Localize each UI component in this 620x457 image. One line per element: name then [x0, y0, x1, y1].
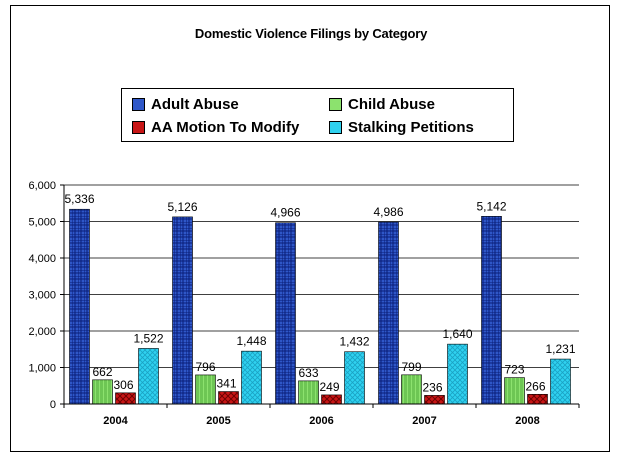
x-tick-label: 2008	[515, 415, 539, 427]
legend-label-stalking: Stalking Petitions	[348, 119, 474, 136]
data-label: 4,986	[373, 205, 403, 219]
legend-item-adult-abuse: Adult Abuse	[132, 96, 239, 113]
bar-stalking	[138, 348, 159, 405]
legend-swatch-stalking	[329, 121, 342, 134]
data-label: 5,336	[64, 192, 94, 206]
legend-label-child-abuse: Child Abuse	[348, 96, 435, 113]
y-tick-label: 1,000	[28, 363, 56, 375]
x-tick-label: 2006	[309, 415, 333, 427]
bar-aa-motion	[115, 392, 136, 405]
data-label: 236	[422, 380, 442, 394]
bar-child-abuse	[92, 379, 113, 405]
data-label: 662	[92, 365, 112, 379]
bars	[69, 208, 571, 405]
y-tick-label: 6,000	[28, 180, 56, 192]
legend-item-aa-motion: AA Motion To Modify	[132, 119, 299, 136]
legend-swatch-aa-motion	[132, 121, 145, 134]
bar-child-abuse	[504, 377, 525, 405]
data-label: 4,966	[270, 206, 300, 220]
data-label: 341	[216, 377, 236, 391]
bar-aa-motion	[527, 393, 548, 405]
data-label: 266	[525, 379, 545, 393]
bar-aa-motion	[218, 391, 239, 405]
x-tick-label: 2007	[412, 415, 436, 427]
bar-adult-abuse	[275, 222, 296, 405]
bar-child-abuse	[401, 374, 422, 405]
y-tick-label: 0	[50, 399, 56, 411]
bar-stalking	[447, 343, 468, 405]
y-tick-label: 5,000	[28, 217, 56, 229]
data-label: 1,448	[236, 334, 266, 348]
bar-child-abuse	[298, 380, 319, 405]
data-label: 1,432	[339, 335, 369, 349]
data-label: 1,522	[133, 331, 163, 345]
x-tick-label: 2004	[103, 415, 128, 427]
x-tick-label: 2005	[206, 415, 230, 427]
bar-adult-abuse	[69, 208, 90, 405]
chart-title: Domestic Violence Filings by Category	[194, 26, 428, 41]
legend-item-child-abuse: Child Abuse	[329, 96, 435, 113]
data-label: 799	[401, 360, 421, 374]
legend: Adult Abuse Child Abuse AA Motion To Mod…	[121, 88, 514, 142]
y-tick-label: 3,000	[28, 290, 56, 302]
data-label: 249	[319, 380, 339, 394]
legend-label-aa-motion: AA Motion To Modify	[151, 119, 300, 136]
bar-stalking	[550, 358, 571, 405]
bar-stalking	[344, 351, 365, 405]
bar-aa-motion	[424, 395, 445, 405]
data-label: 796	[195, 360, 215, 374]
y-tick-label: 4,000	[28, 253, 56, 265]
bar-stalking	[241, 350, 262, 405]
legend-item-stalking: Stalking Petitions	[329, 119, 474, 136]
data-label: 5,126	[167, 200, 197, 214]
bar-aa-motion	[321, 394, 342, 405]
data-label: 723	[504, 363, 524, 377]
legend-swatch-adult-abuse	[132, 98, 145, 111]
data-label: 633	[298, 366, 318, 380]
legend-label-adult-abuse: Adult Abuse	[151, 96, 239, 113]
data-label: 1,640	[442, 327, 472, 341]
legend-swatch-child-abuse	[329, 98, 342, 111]
data-label: 306	[113, 378, 133, 392]
bar-child-abuse	[195, 374, 216, 405]
bar-adult-abuse	[378, 221, 399, 405]
bar-adult-abuse	[481, 216, 502, 405]
data-label: 1,231	[545, 342, 575, 356]
bar-adult-abuse	[172, 216, 193, 405]
chart-frame: Domestic Violence Filings by Category Ad…	[10, 5, 610, 452]
y-tick-label: 2,000	[28, 326, 56, 338]
data-label: 5,142	[476, 199, 506, 213]
axes: 0 1,000 2,000 3,000 4,000 5,000 6,000 2004 2005 2…	[28, 180, 580, 427]
